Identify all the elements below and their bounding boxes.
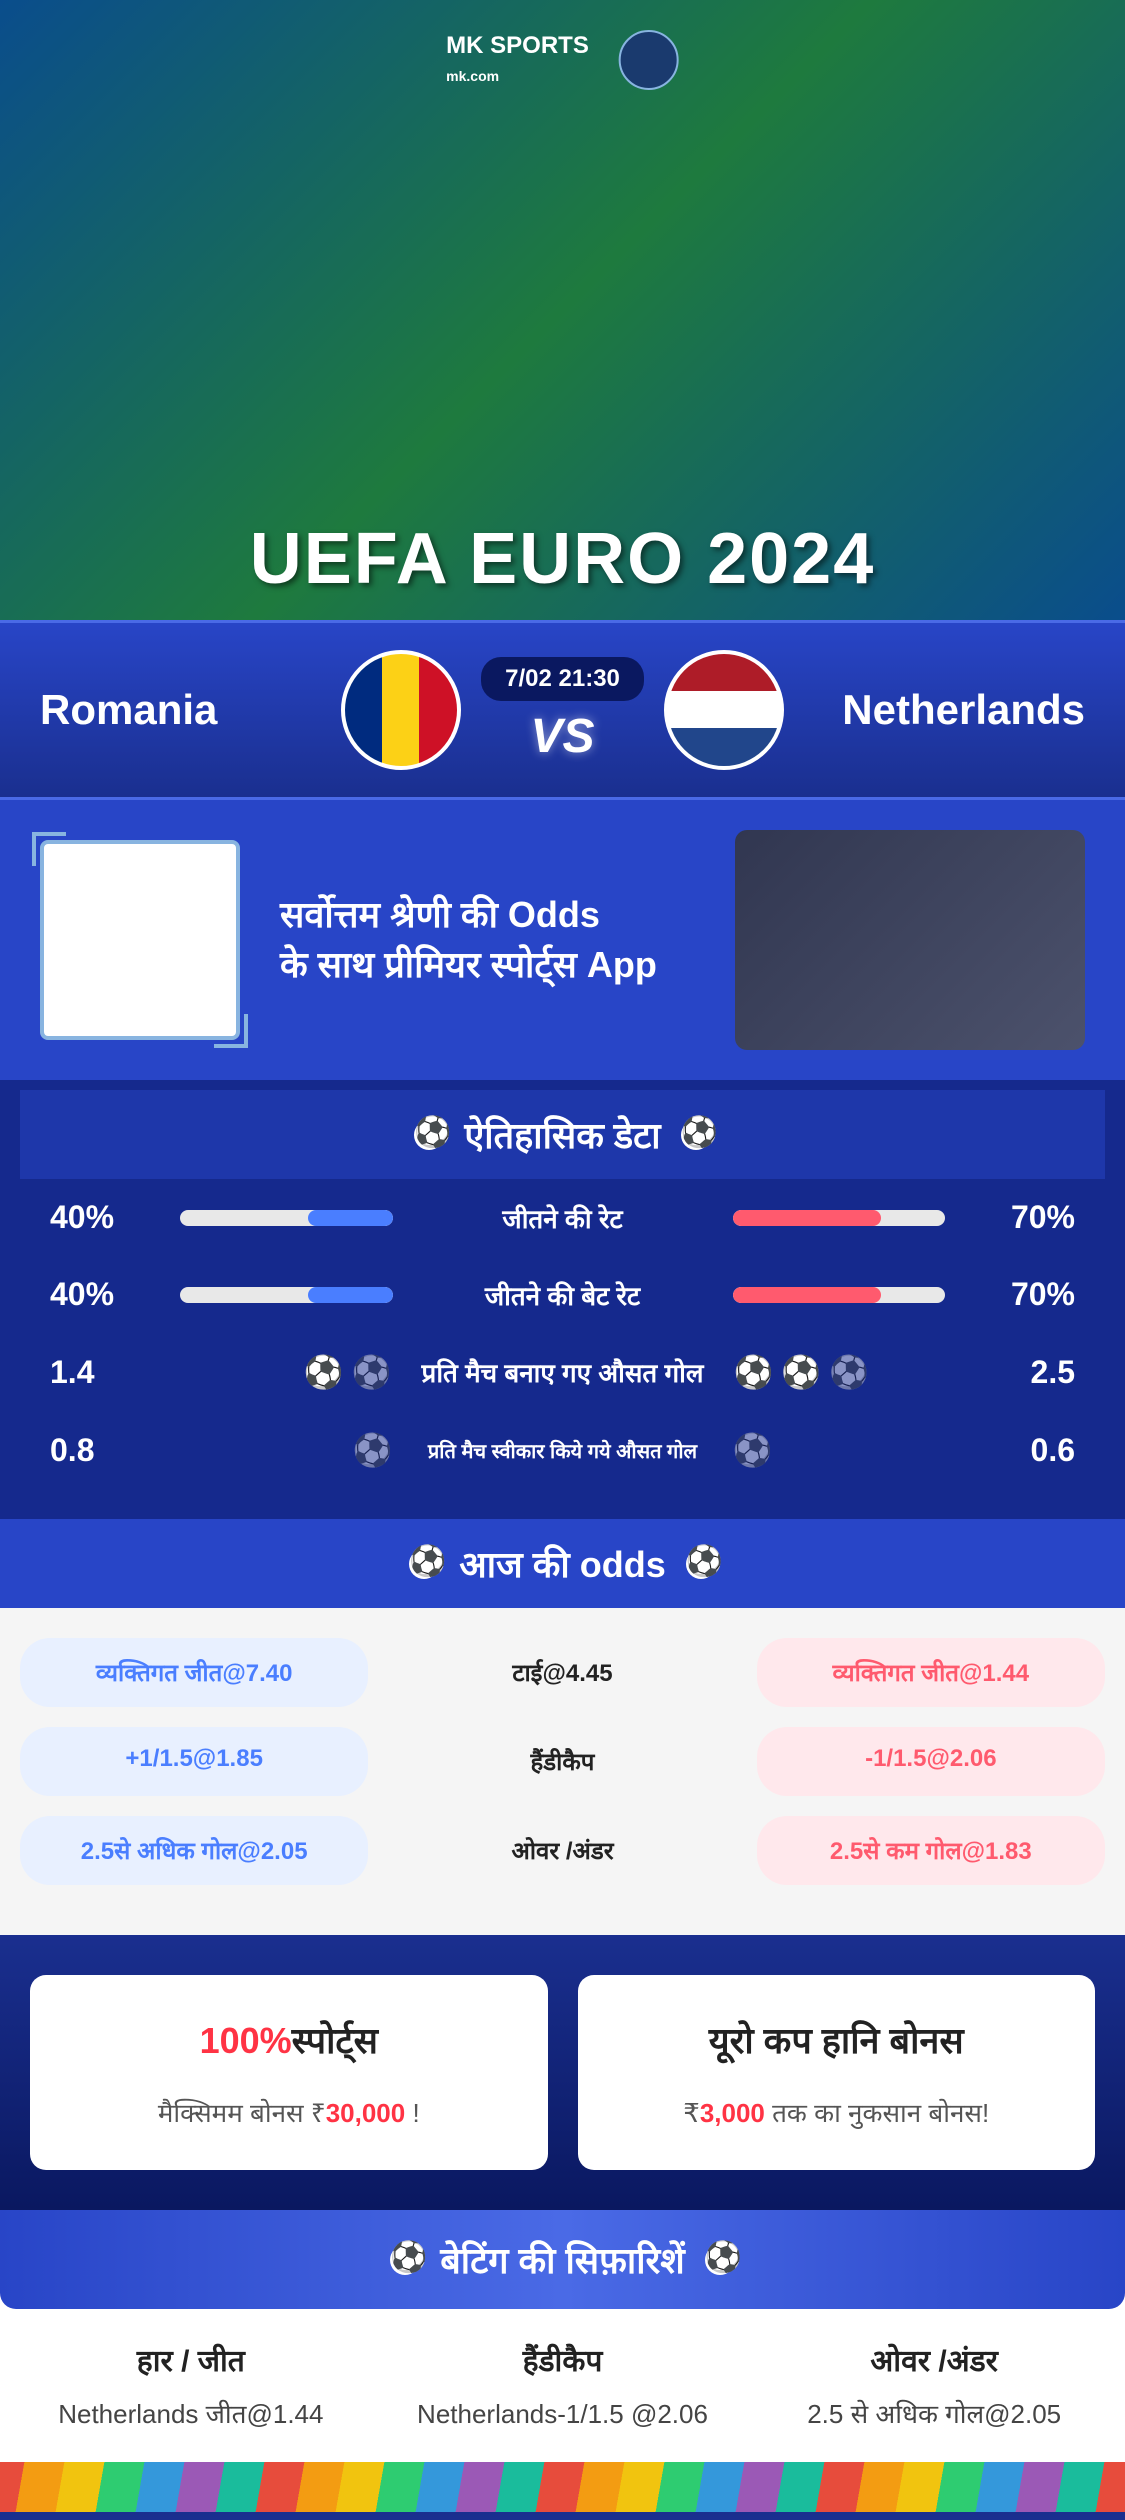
vs-label: VS (530, 709, 594, 764)
ball-icon (409, 1549, 439, 1579)
bonus-desc: मैक्सिमम बोनस ₹30,000 ! (60, 2094, 518, 2130)
stat-right-value: 70% (975, 1199, 1075, 1236)
partner-badge-icon (619, 30, 679, 90)
ball-icon (686, 1549, 716, 1579)
recs-header: बेटिंग की सिफ़ारिशें (0, 2210, 1125, 2309)
stat-row: 40% जीतने की बेट रेट 70% (20, 1256, 1105, 1333)
bonus-title: 100%स्पोर्ट्स (60, 2015, 518, 2064)
logo-text: MK SPORTS mk.com (446, 32, 589, 88)
odds-center-label: टाई@4.45 (388, 1638, 736, 1707)
team1-flag-icon (341, 650, 461, 770)
match-center: 7/02 21:30 VS (341, 650, 784, 770)
rec-label: हार / जीत (20, 2339, 362, 2380)
stat-left-value: 1.4 (50, 1354, 150, 1391)
stat-right-value: 70% (975, 1276, 1075, 1313)
goal-icons-left: ⚽⚽ (180, 1353, 392, 1391)
recommendations-section: बेटिंग की सिफ़ारिशें हार / जीत Netherlan… (0, 2210, 1125, 2462)
rainbow-footer (0, 2462, 1125, 2512)
team2-flag-icon (664, 650, 784, 770)
rec-value: 2.5 से अधिक गोल@2.05 (763, 2396, 1105, 2432)
odds-right-button[interactable]: व्यक्तिगत जीत@1.44 (757, 1638, 1105, 1707)
rec-column[interactable]: हैंडीकैप Netherlands-1/1.5 @2.06 (392, 2339, 734, 2432)
hero-title: UEFA EURO 2024 (250, 518, 876, 600)
bonus-card[interactable]: यूरो कप हानि बोनस ₹3,000 तक का नुकसान बो… (578, 1975, 1096, 2170)
historical-section: ऐतिहासिक डेटा 40% जीतने की रेट 70% 40% ज… (0, 1080, 1125, 1519)
ball-icon (681, 1120, 711, 1150)
stat-left-value: 40% (50, 1199, 150, 1236)
odds-header: आज की odds (0, 1519, 1125, 1608)
hero-banner: MK SPORTS mk.com UEFA EURO 2024 (0, 0, 1125, 620)
odds-row: +1/1.5@1.85 हैंडीकैप -1/1.5@2.06 (20, 1727, 1105, 1796)
bonus-title: यूरो कप हानि बोनस (608, 2015, 1066, 2064)
odds-section: आज की odds व्यक्तिगत जीत@7.40 टाई@4.45 व… (0, 1519, 1125, 1935)
rec-label: हैंडीकैप (392, 2339, 734, 2380)
odds-center-label: हैंडीकैप (388, 1727, 736, 1796)
stat-bar-left (180, 1210, 393, 1226)
rec-value: Netherlands-1/1.5 @2.06 (392, 2396, 734, 2432)
ball-icon (390, 2245, 420, 2275)
bonus-section: 100%स्पोर्ट्स मैक्सिमम बोनस ₹30,000 ! यू… (0, 1935, 1125, 2210)
recs-title: बेटिंग की सिफ़ारिशें (440, 2235, 685, 2284)
stat-bar-right (733, 1287, 946, 1303)
stat-row: 0.8 ⚽ प्रति मैच स्वीकार किये गये औसत गोल… (20, 1411, 1105, 1489)
rec-label: ओवर /अंडर (763, 2339, 1105, 2380)
goal-icons-right: ⚽⚽⚽ (733, 1353, 945, 1391)
odds-right-button[interactable]: -1/1.5@2.06 (757, 1727, 1105, 1796)
odds-left-button[interactable]: व्यक्तिगत जीत@7.40 (20, 1638, 368, 1707)
odds-row: 2.5से अधिक गोल@2.05 ओवर /अंडर 2.5से कम ग… (20, 1816, 1105, 1885)
stat-label: जीतने की रेट (423, 1200, 703, 1236)
rec-column[interactable]: हार / जीत Netherlands जीत@1.44 (20, 2339, 362, 2432)
stat-left-value: 0.8 (50, 1432, 150, 1469)
match-header: Romania 7/02 21:30 VS Netherlands (0, 620, 1125, 800)
rec-column[interactable]: ओवर /अंडर 2.5 से अधिक गोल@2.05 (763, 2339, 1105, 2432)
odds-row: व्यक्तिगत जीत@7.40 टाई@4.45 व्यक्तिगत जी… (20, 1638, 1105, 1707)
odds-center-label: ओवर /अंडर (388, 1816, 736, 1885)
bonus-desc: ₹3,000 तक का नुकसान बोनस! (608, 2094, 1066, 2130)
brand-logo: MK SPORTS mk.com (446, 30, 679, 90)
team1-name: Romania (40, 686, 341, 734)
stat-bar-left (180, 1287, 393, 1303)
stat-right-value: 2.5 (975, 1354, 1075, 1391)
historical-header: ऐतिहासिक डेटा (20, 1090, 1105, 1179)
team2-name: Netherlands (784, 686, 1085, 734)
stat-left-value: 40% (50, 1276, 150, 1313)
stat-label: प्रति मैच स्वीकार किये गये औसत गोल (423, 1437, 703, 1464)
ball-icon (705, 2245, 735, 2275)
app-promo: सर्वोत्तम श्रेणी की Odds के साथ प्रीमियर… (0, 800, 1125, 1080)
odds-left-button[interactable]: 2.5से अधिक गोल@2.05 (20, 1816, 368, 1885)
ball-icon (414, 1120, 444, 1150)
rec-value: Netherlands जीत@1.44 (20, 2396, 362, 2432)
stat-row: 1.4 ⚽⚽ प्रति मैच बनाए गए औसत गोल ⚽⚽⚽ 2.5 (20, 1333, 1105, 1411)
goal-icons-right: ⚽ (733, 1431, 946, 1469)
odds-title: आज की odds (459, 1539, 665, 1588)
stat-right-value: 0.6 (975, 1432, 1075, 1469)
odds-right-button[interactable]: 2.5से कम गोल@1.83 (757, 1816, 1105, 1885)
phone-mockup-icon (735, 830, 1085, 1050)
stat-bar-right (733, 1210, 946, 1226)
promo-text: सर्वोत्तम श्रेणी की Odds के साथ प्रीमियर… (280, 890, 695, 991)
bonus-card[interactable]: 100%स्पोर्ट्स मैक्सिमम बोनस ₹30,000 ! (30, 1975, 548, 2170)
goal-icons-left: ⚽ (180, 1431, 393, 1469)
stat-row: 40% जीतने की रेट 70% (20, 1179, 1105, 1256)
qr-code-icon[interactable] (40, 840, 240, 1040)
odds-left-button[interactable]: +1/1.5@1.85 (20, 1727, 368, 1796)
match-datetime: 7/02 21:30 (481, 657, 644, 701)
historical-title: ऐतिहासिक डेटा (464, 1110, 660, 1159)
stat-label: प्रति मैच बनाए गए औसत गोल (422, 1354, 704, 1390)
stat-label: जीतने की बेट रेट (423, 1277, 703, 1313)
